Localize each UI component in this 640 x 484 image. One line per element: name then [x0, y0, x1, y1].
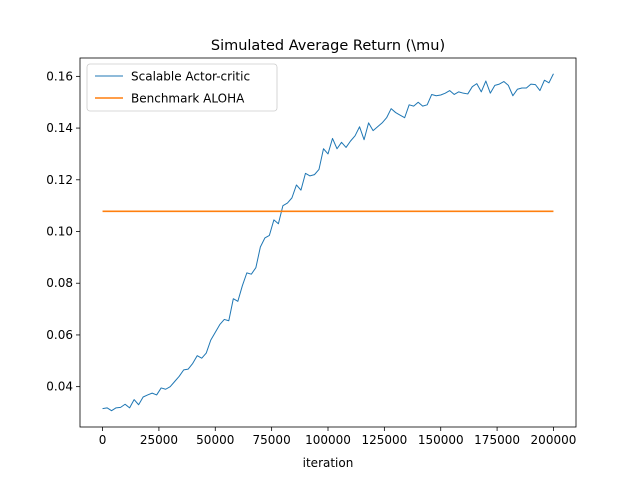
x-tick-label: 150000 [418, 433, 464, 447]
chart-title: Simulated Average Return (\mu) [211, 38, 445, 54]
legend-box [86, 63, 278, 112]
legend-entry-label: Scalable Actor-critic [131, 70, 250, 84]
y-tick-label: 0.10 [46, 225, 73, 239]
y-tick-label: 0.14 [46, 121, 73, 135]
legend: Scalable Actor-critic Benchmark ALOHA [86, 63, 278, 112]
x-tick-label: 175000 [474, 433, 520, 447]
y-tick-label: 0.08 [46, 276, 73, 290]
y-tick-label: 0.06 [46, 328, 73, 342]
series-line-scalable-actor-critic [102, 73, 554, 412]
y-tick-label: 0.16 [46, 69, 73, 83]
x-tick-label: 100000 [305, 433, 351, 447]
y-tick-label: 0.04 [46, 380, 73, 394]
plot-area: 0 25000 50000 75000 100000 125000 150000 175000… [46, 57, 577, 447]
x-axis-label: iteration [303, 456, 354, 470]
y-tick-label: 0.12 [46, 173, 73, 187]
legend-entry-label: Benchmark ALOHA [131, 92, 245, 106]
x-tick-label: 125000 [361, 433, 407, 447]
x-tick-label: 75000 [253, 433, 291, 447]
x-tick-label: 50000 [196, 433, 234, 447]
x-tick-label: 25000 [140, 433, 178, 447]
x-tick-label: 0 [99, 433, 107, 447]
x-tick-label: 200000 [531, 433, 577, 447]
